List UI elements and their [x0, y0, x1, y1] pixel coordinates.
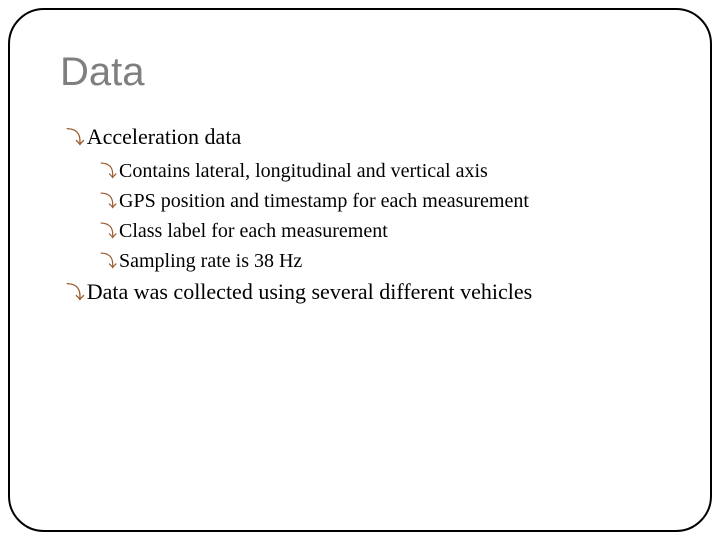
- bullet-text: Sampling rate is 38 Hz: [119, 250, 302, 272]
- slide-frame: Data ⤵Acceleration data ⤵Contains latera…: [8, 8, 712, 532]
- bullet-icon: ⤵: [66, 282, 83, 303]
- bullet-text: Contains lateral, longitudinal and verti…: [119, 160, 488, 182]
- bullet-icon: ⤵: [100, 192, 115, 211]
- bullet-item: ⤵GPS position and timestamp for each mea…: [100, 188, 660, 214]
- bullet-icon: ⤵: [100, 222, 115, 241]
- bullet-item: ⤵Data was collected using several differ…: [66, 278, 660, 307]
- bullet-item: ⤵Contains lateral, longitudinal and vert…: [100, 158, 660, 184]
- bullet-text: Class label for each measurement: [119, 220, 388, 242]
- bullet-item: ⤵Acceleration data: [66, 123, 660, 152]
- bullet-text: GPS position and timestamp for each meas…: [119, 190, 529, 212]
- bullet-icon: ⤵: [100, 162, 115, 181]
- bullet-text: Acceleration data: [87, 124, 242, 149]
- bullet-icon: ⤵: [100, 252, 115, 271]
- bullet-text: Data was collected using several differe…: [87, 279, 533, 304]
- bullet-icon: ⤵: [66, 127, 83, 148]
- bullet-item: ⤵Sampling rate is 38 Hz: [100, 248, 660, 274]
- slide-title: Data: [60, 50, 660, 95]
- bullet-item: ⤵Class label for each measurement: [100, 218, 660, 244]
